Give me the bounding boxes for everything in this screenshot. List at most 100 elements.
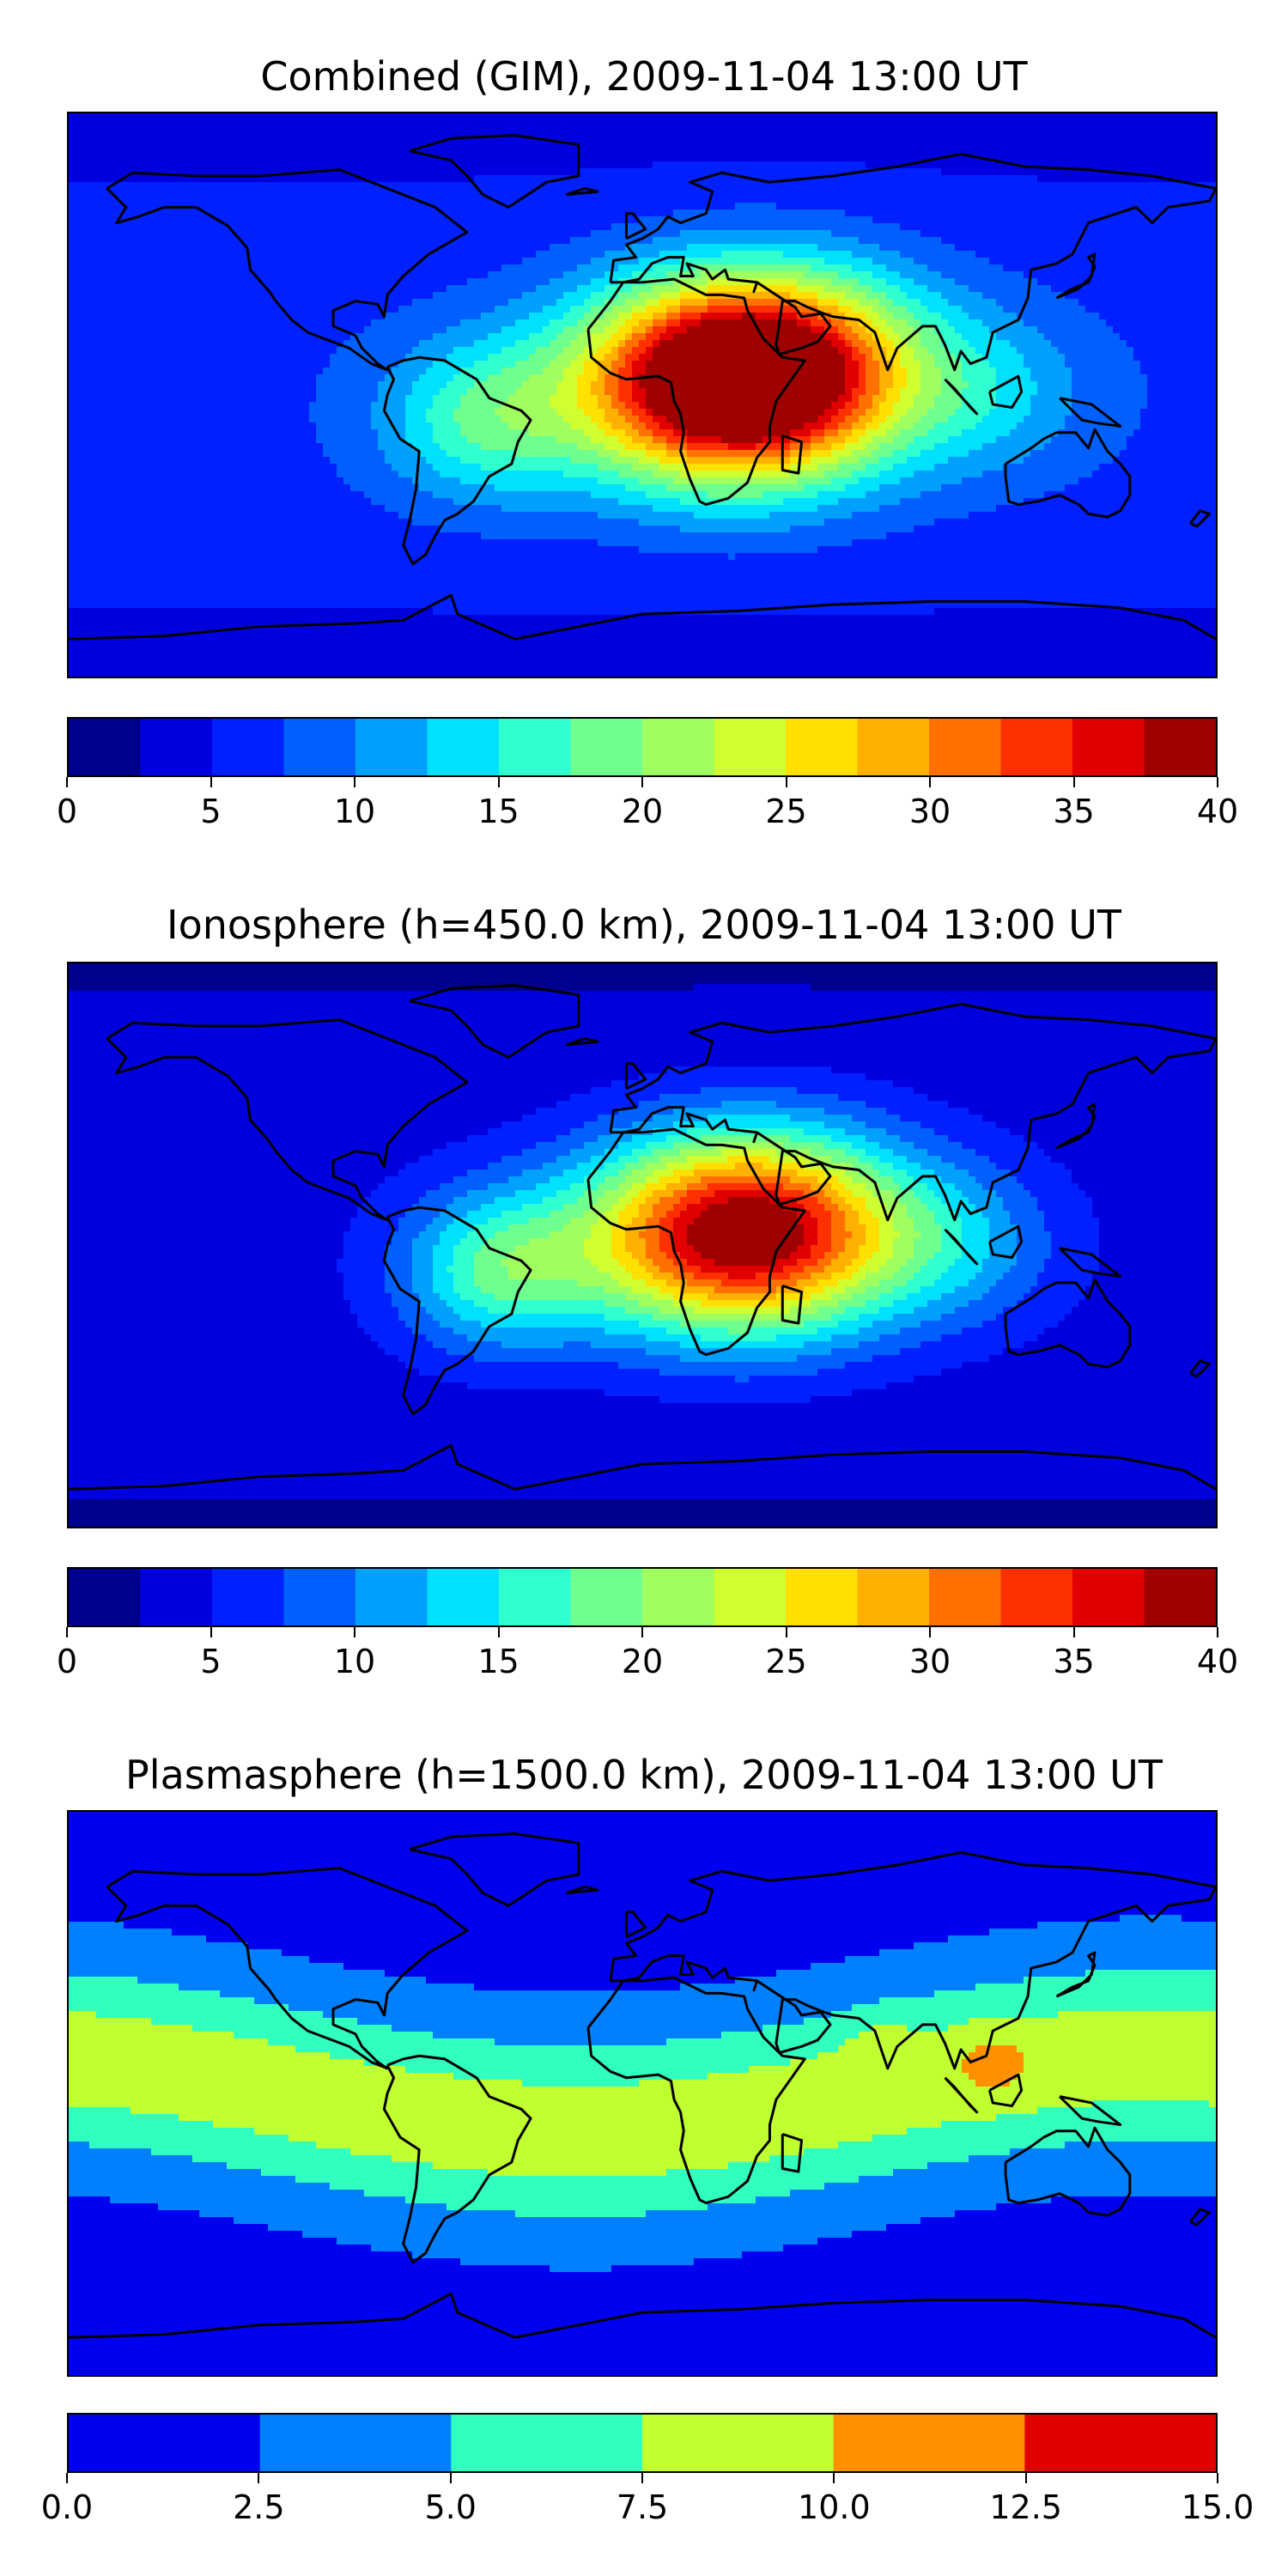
colorbar-segment	[69, 1569, 141, 1625]
colorbar-tick-label: 30	[909, 1643, 951, 1680]
colorbar-tick	[258, 2473, 260, 2483]
colorbar-tick-label: 10	[334, 793, 375, 830]
colorbar-segment	[212, 1569, 284, 1625]
colorbar	[67, 1567, 1218, 1627]
colorbar-tick-label: 20	[622, 1643, 663, 1680]
colorbar-segment	[259, 2415, 452, 2471]
colorbar-tick-label: 7.5	[617, 2488, 668, 2526]
colorbar-tick	[1072, 1627, 1075, 1637]
colorbar-segment	[833, 2415, 1025, 2471]
colorbar-segment	[570, 719, 643, 775]
colorbar-svg	[69, 1569, 1216, 1625]
colorbar-tick-label: 0	[57, 1643, 77, 1680]
coastline	[382, 355, 532, 566]
colorbar-segment	[929, 719, 1001, 775]
coastline	[565, 1036, 599, 1047]
colorbar-tick	[833, 2473, 835, 2483]
colorbar-segment	[1144, 719, 1216, 775]
coastline	[988, 1224, 1024, 1260]
coastline	[1004, 1278, 1132, 1369]
tec-field	[69, 963, 1216, 1527]
coastline	[1055, 1103, 1097, 1150]
coastline	[586, 1976, 806, 2205]
colorbar-tick-label: 10.0	[798, 2488, 871, 2526]
coastline	[1004, 2126, 1132, 2217]
colorbar-tick-label: 35	[1053, 1643, 1094, 1680]
colorbar-segment	[140, 719, 213, 775]
colorbar-segment	[1000, 719, 1073, 775]
coastline	[382, 2054, 532, 2264]
colorbar-tick	[1072, 777, 1075, 787]
chart-title: Ionosphere (h=450.0 km), 2009-11-04 13:0…	[0, 902, 1288, 948]
coastline	[106, 1867, 469, 2070]
colorbar-tick-label: 20	[622, 793, 663, 830]
colorbar-segment	[642, 2415, 835, 2471]
coastline	[382, 1206, 532, 1416]
coastline	[69, 1443, 1216, 1491]
colorbar-svg	[69, 2415, 1216, 2471]
colorbar-tick-label: 15	[477, 1643, 519, 1680]
colorbar-segment	[283, 719, 356, 775]
coastline	[1055, 252, 1097, 300]
colorbar-segment	[499, 1569, 571, 1625]
colorbar-segment	[1000, 1569, 1073, 1625]
colorbar-tick	[66, 1627, 68, 1637]
combined-gim-panel: Combined (GIM), 2009-11-04 13:00 UT 0 5 10…	[0, 0, 1288, 859]
colorbar-tick-label: 12.5	[989, 2488, 1062, 2526]
colorbar-segment	[283, 1569, 356, 1625]
colorbar	[67, 2413, 1218, 2473]
colorbar-tick	[641, 777, 643, 787]
colorbar-tick	[1217, 2473, 1218, 2483]
colorbar-segment	[212, 719, 284, 775]
colorbar-tick	[1217, 1627, 1218, 1637]
colorbar-tick	[497, 777, 500, 787]
coastlines	[69, 1832, 1216, 2339]
colorbar-tick-label: 40	[1197, 1643, 1238, 1680]
tec-field	[69, 1812, 1216, 2375]
colorbar-tick-label: 25	[765, 1643, 806, 1680]
coastlines	[69, 134, 1216, 641]
coastline	[586, 277, 806, 507]
colorbar-svg	[69, 719, 1216, 775]
colorbar-ticks: 0.0 2.5 5.0 7.5 10.0 12.5 15.0	[41, 2473, 1254, 2526]
colorbar-segment	[69, 2415, 261, 2471]
colorbar-segment	[451, 2415, 643, 2471]
colorbar-segment	[570, 1569, 643, 1625]
coastline	[1189, 2208, 1212, 2227]
map-svg	[69, 963, 1216, 1527]
colorbar-tick	[210, 1627, 212, 1637]
colorbar-segment	[355, 719, 428, 775]
coastline	[944, 378, 979, 416]
colorbar-tick-label: 5.0	[424, 2488, 476, 2526]
colorbar-tick-label: 40	[1197, 793, 1238, 830]
colorbar-tick	[1024, 2473, 1027, 2483]
colorbar-segment	[427, 1569, 500, 1625]
coastline	[1059, 1247, 1122, 1278]
tec-map	[67, 1810, 1218, 2377]
coastline	[988, 374, 1024, 410]
colorbar-segment	[714, 719, 787, 775]
colorbar-segment	[714, 1569, 787, 1625]
coastline	[69, 2292, 1216, 2339]
colorbar-segment	[1144, 1569, 1216, 1625]
colorbar-segment	[642, 719, 714, 775]
coastline	[409, 1832, 580, 1907]
colorbar-tick	[354, 777, 355, 787]
colorbar-tick	[66, 777, 68, 787]
coastline	[1189, 1359, 1212, 1378]
coastline	[624, 1911, 647, 1939]
coastline	[781, 434, 804, 475]
colorbar-tick	[449, 2473, 452, 2483]
coastline	[609, 1002, 1216, 1222]
colorbar-tick	[210, 777, 212, 787]
coastline	[624, 1062, 647, 1091]
colorbar-tick	[66, 2473, 68, 2483]
coastline	[565, 1885, 599, 1895]
colorbar-tick-label: 0.0	[41, 2488, 93, 2526]
colorbar-segment	[140, 1569, 213, 1625]
colorbar-segment	[427, 719, 500, 775]
colorbar-segment	[355, 1569, 428, 1625]
coastline	[1059, 2095, 1122, 2126]
colorbar-tick	[641, 1627, 643, 1637]
colorbar-tick	[354, 1627, 355, 1637]
